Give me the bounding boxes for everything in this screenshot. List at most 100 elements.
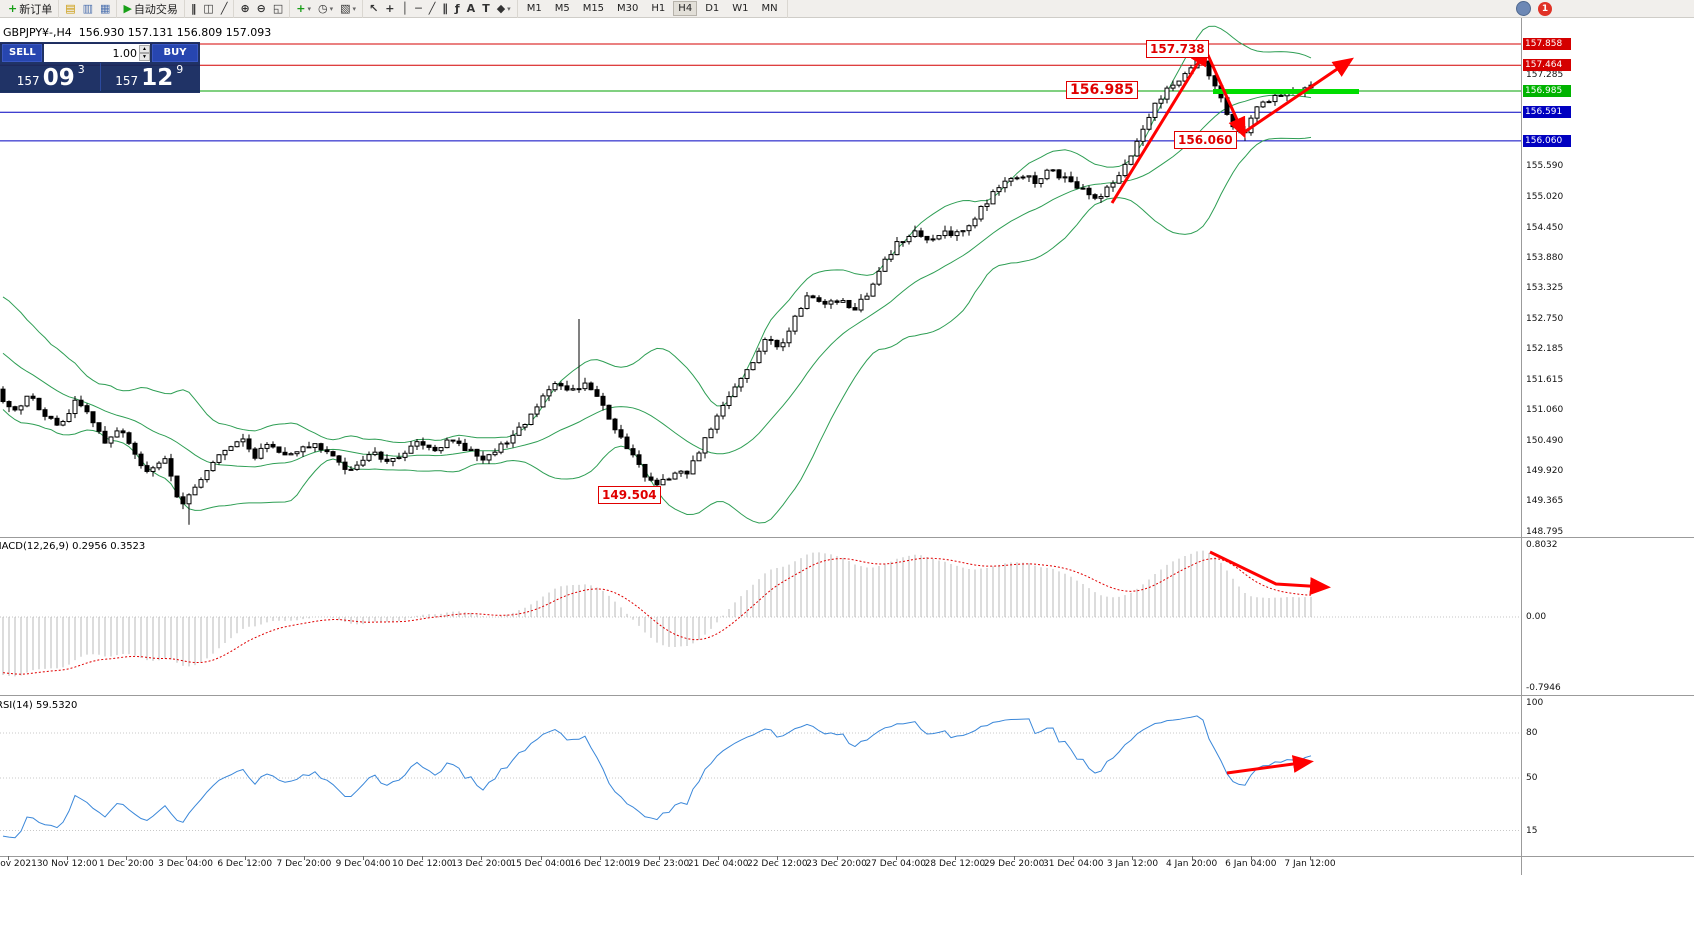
zoom-in-icon[interactable]: ⊕ xyxy=(238,1,251,17)
time-scale-label: 1 Dec 20:00 xyxy=(98,859,154,869)
panel-separator[interactable] xyxy=(0,695,1694,696)
crosshair-icon[interactable]: + xyxy=(383,1,396,17)
price-scale-label: 151.060 xyxy=(1526,405,1564,416)
tile-windows-icon[interactable]: ◱ xyxy=(271,1,285,17)
time-scale-label: 29 Dec 20:00 xyxy=(983,859,1045,869)
new-order-button[interactable]: + 新订单 xyxy=(6,1,54,17)
horizontal-line-icon[interactable]: ─ xyxy=(413,1,424,17)
volume-increase-button[interactable]: ▲ xyxy=(139,45,150,53)
timeframe-m1[interactable]: M1 xyxy=(522,1,547,16)
text-icon: A xyxy=(466,1,476,15)
time-scale-label: 31 Dec 04:00 xyxy=(1043,859,1104,869)
buy-price[interactable]: 157 12 9 xyxy=(99,63,199,91)
buy-price-base: 157 xyxy=(115,74,139,88)
sell-price-fraction: 3 xyxy=(77,63,85,76)
timeframe-m5[interactable]: M5 xyxy=(550,1,575,16)
candlestick-chart-icon[interactable]: ◫ xyxy=(201,1,215,17)
market-watch-icon[interactable]: ▦ xyxy=(98,1,112,17)
charts-window-icon: ▤ xyxy=(65,1,76,15)
trendline-icon[interactable]: ╱ xyxy=(427,1,438,17)
rsi-scale-label: 15 xyxy=(1526,825,1538,836)
fibonacci-icon[interactable]: ƒ xyxy=(453,1,462,17)
auto-trading-button: ▶ xyxy=(123,1,132,15)
notification-badge[interactable]: 1 xyxy=(1538,1,1552,16)
market-watch-icon: ▦ xyxy=(100,1,111,15)
price-annotation[interactable]: 156.060 xyxy=(1174,131,1237,149)
price-annotation[interactable]: 156.985 xyxy=(1066,81,1138,99)
horizontal-line-icon: ─ xyxy=(415,1,422,15)
templates-icon[interactable]: ▧ ▾ xyxy=(338,1,358,17)
line-chart-icon[interactable]: ╱ xyxy=(219,1,230,17)
price-scale-label: 157.285 xyxy=(1526,69,1564,80)
zoom-out-icon[interactable]: ⊖ xyxy=(255,1,268,17)
chevron-down-icon: ▾ xyxy=(352,4,357,13)
channel-icon[interactable]: ∥ xyxy=(440,1,450,17)
auto-trading-button[interactable]: ▶ 自动交易 xyxy=(121,1,179,17)
time-scale-label: 6 Jan 04:00 xyxy=(1225,859,1277,869)
timeframe-m15[interactable]: M15 xyxy=(578,1,609,16)
timeframe-h1[interactable]: H1 xyxy=(646,1,670,16)
price-level-tag: 156.591 xyxy=(1523,106,1571,119)
price-annotation[interactable]: 149.504 xyxy=(598,486,661,504)
shapes-icon[interactable]: ◆ ▾ xyxy=(495,1,513,17)
sell-button[interactable]: SELL xyxy=(2,44,42,62)
time-scale-label: 10 Dec 12:00 xyxy=(392,859,453,869)
price-axis-border xyxy=(1521,18,1522,875)
chart-canvas[interactable] xyxy=(0,25,1521,856)
price-scale-label: 152.185 xyxy=(1526,344,1564,355)
label-icon[interactable]: T xyxy=(480,1,492,17)
buy-price-fraction: 9 xyxy=(176,63,184,76)
price-scale-label: 151.615 xyxy=(1526,375,1564,386)
rsi-scale-label: 100 xyxy=(1526,698,1544,708)
macd-scale-label: -0.7946 xyxy=(1526,683,1561,694)
price-scale-label: 155.590 xyxy=(1526,161,1564,172)
time-scale-label: 23 Dec 20:00 xyxy=(806,859,867,869)
bar-chart-icon[interactable]: ‖ xyxy=(189,1,199,17)
chevron-down-icon: ▾ xyxy=(507,4,511,13)
volume-input[interactable]: 1.00 ▲ ▼ xyxy=(44,44,150,62)
vertical-line-icon: │ xyxy=(401,1,409,15)
chart-ohlc-line: GBPJPY¥-,H4 156.930 157.131 156.809 157.… xyxy=(3,26,272,39)
timeframe-h4[interactable]: H4 xyxy=(673,1,698,16)
volume-value[interactable]: 1.00 xyxy=(112,46,138,60)
one-click-trading-panel: SELL 1.00 ▲ ▼ BUY 157 09 3 157 12 9 xyxy=(0,42,200,93)
time-scale-label: 15 Dec 04:00 xyxy=(510,859,571,869)
timeframe-m30[interactable]: M30 xyxy=(612,1,643,16)
volume-decrease-button[interactable]: ▼ xyxy=(139,53,150,61)
new-order-button-label: 新订单 xyxy=(19,2,53,16)
charts-window-icon[interactable]: ▤ xyxy=(63,1,77,17)
timeframe-d1[interactable]: D1 xyxy=(700,1,724,16)
label-icon: T xyxy=(482,1,490,15)
time-scale-label: 7 Dec 20:00 xyxy=(276,859,332,869)
price-level-tag: 156.060 xyxy=(1523,134,1571,147)
fibonacci-icon: ƒ xyxy=(454,1,460,15)
new-order-button: + xyxy=(8,1,18,15)
text-icon[interactable]: A xyxy=(465,1,478,17)
timeframe-mn[interactable]: MN xyxy=(757,1,783,16)
price-annotation[interactable]: 157.738 xyxy=(1146,40,1209,58)
trendline-icon: ╱ xyxy=(428,1,436,15)
community-icon[interactable] xyxy=(1516,1,1531,16)
time-scale-label: 13 Dec 20:00 xyxy=(451,859,512,869)
time-scale-label: 7 Jan 12:00 xyxy=(1284,859,1336,869)
vertical-line-icon[interactable]: │ xyxy=(400,1,411,17)
auto-trading-button-label: 自动交易 xyxy=(133,2,178,16)
cursor-icon[interactable]: ↖ xyxy=(367,1,380,17)
buy-price-pips: 12 xyxy=(141,65,174,91)
indicators-icon: + xyxy=(296,1,306,15)
price-scale-label: 153.325 xyxy=(1526,283,1564,294)
indicators-icon[interactable]: + ▾ xyxy=(294,1,313,17)
price-level-tag: 157.858 xyxy=(1523,38,1571,50)
periods-icon[interactable]: ◷ ▾ xyxy=(316,1,335,17)
buy-button[interactable]: BUY xyxy=(152,44,198,62)
panel-separator[interactable] xyxy=(0,537,1694,538)
macd-scale-label: 0.8032 xyxy=(1526,540,1558,550)
timeframe-w1[interactable]: W1 xyxy=(727,1,753,16)
profiles-icon[interactable]: ▥ xyxy=(81,1,95,17)
sell-price[interactable]: 157 09 3 xyxy=(2,63,100,91)
price-scale-label: 155.020 xyxy=(1526,191,1564,202)
price-level-tag: 157.464 xyxy=(1523,59,1571,72)
sell-price-pips: 09 xyxy=(42,65,75,91)
profiles-icon: ▥ xyxy=(82,1,94,15)
